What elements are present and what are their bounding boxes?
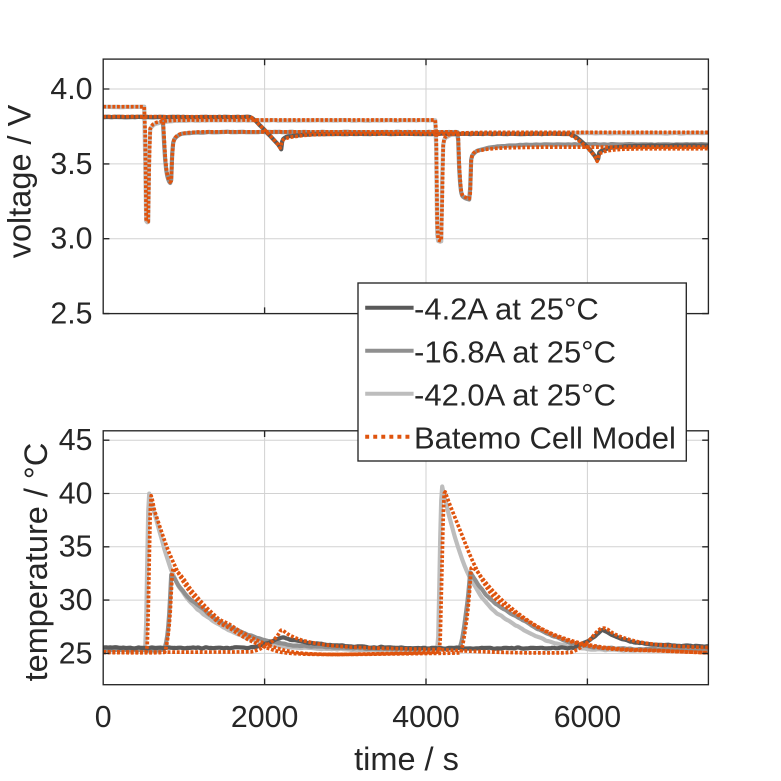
- svg-text:time / s: time / s: [354, 741, 459, 777]
- svg-text:6000: 6000: [554, 701, 621, 734]
- svg-text:0: 0: [95, 701, 112, 734]
- svg-text:2000: 2000: [231, 701, 298, 734]
- svg-text:2.5: 2.5: [50, 298, 92, 331]
- svg-text:25: 25: [59, 637, 93, 670]
- svg-text:45: 45: [59, 424, 93, 457]
- svg-text:3.5: 3.5: [50, 148, 92, 181]
- svg-text:4.0: 4.0: [50, 73, 92, 106]
- svg-text:-16.8A at 25°C: -16.8A at 25°C: [414, 335, 616, 370]
- svg-text:40: 40: [59, 477, 93, 510]
- svg-text:temperature / °C: temperature / °C: [18, 443, 54, 682]
- svg-text:3.0: 3.0: [50, 223, 92, 256]
- svg-text:35: 35: [59, 531, 93, 564]
- svg-text:4000: 4000: [392, 701, 459, 734]
- svg-text:Batemo Cell Model: Batemo Cell Model: [414, 421, 676, 456]
- svg-text:-42.0A at 25°C: -42.0A at 25°C: [414, 378, 616, 413]
- svg-text:-4.2A at 25°C: -4.2A at 25°C: [414, 292, 599, 327]
- svg-text:30: 30: [59, 584, 93, 617]
- svg-text:voltage / V: voltage / V: [2, 104, 38, 258]
